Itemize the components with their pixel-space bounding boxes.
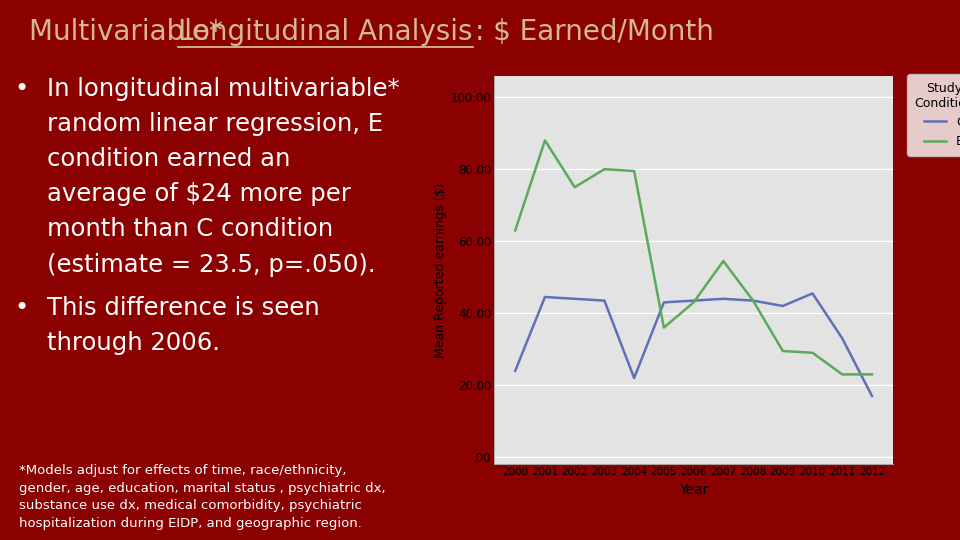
Text: substance use dx, medical comorbidity, psychiatric: substance use dx, medical comorbidity, p…	[19, 500, 362, 512]
Text: condition earned an: condition earned an	[47, 147, 291, 171]
Text: Longitudinal Analysis: Longitudinal Analysis	[178, 18, 472, 46]
Legend: C, E: C, E	[907, 74, 960, 156]
Text: hospitalization during EIDP, and geographic region.: hospitalization during EIDP, and geograp…	[19, 517, 362, 530]
Y-axis label: Mean Reported earnings ($): Mean Reported earnings ($)	[434, 183, 446, 357]
X-axis label: Year: Year	[679, 483, 708, 497]
Text: This difference is seen: This difference is seen	[47, 296, 320, 320]
Text: (estimate = 23.5, p=.050).: (estimate = 23.5, p=.050).	[47, 253, 375, 276]
Text: : $ Earned/Month: : $ Earned/Month	[475, 18, 714, 46]
Text: In longitudinal multivariable*: In longitudinal multivariable*	[47, 77, 399, 101]
Text: Multivariable*: Multivariable*	[29, 18, 231, 46]
Text: average of $24 more per: average of $24 more per	[47, 183, 351, 206]
Text: random linear regression, E: random linear regression, E	[47, 112, 383, 136]
Text: •: •	[14, 296, 29, 320]
Text: •: •	[14, 77, 29, 101]
Text: *Models adjust for effects of time, race/ethnicity,: *Models adjust for effects of time, race…	[19, 464, 347, 477]
Text: gender, age, education, marital status , psychiatric dx,: gender, age, education, marital status ,…	[19, 482, 386, 495]
Text: month than C condition: month than C condition	[47, 218, 333, 241]
Text: through 2006.: through 2006.	[47, 331, 220, 355]
